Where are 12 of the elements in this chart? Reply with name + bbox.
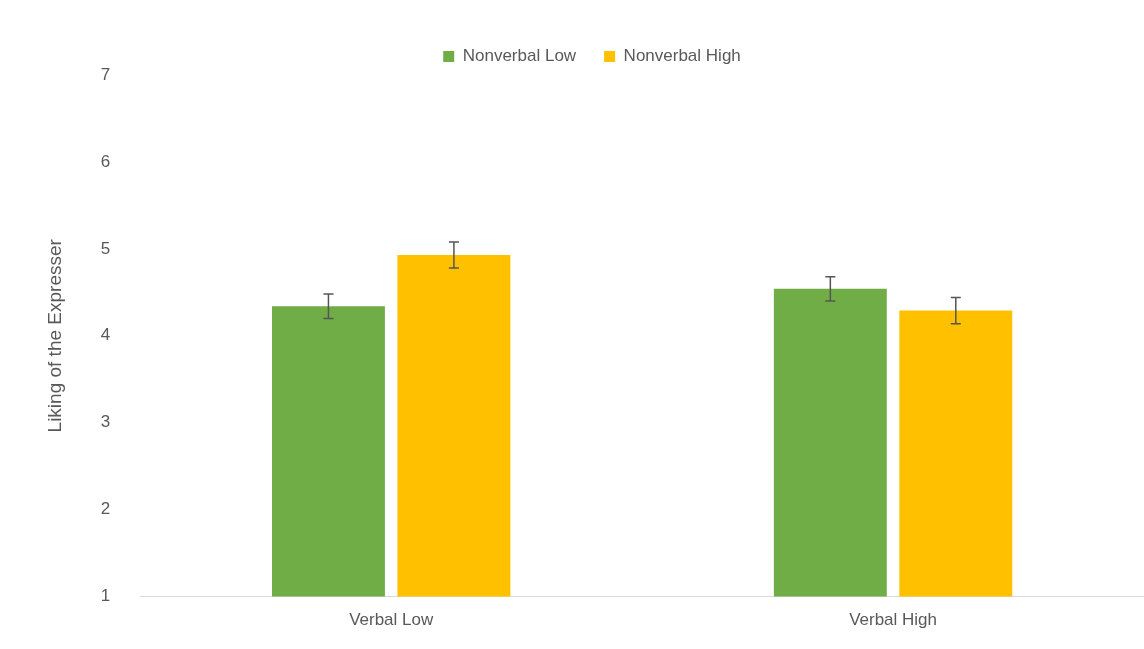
x-tick-label: Verbal High <box>849 610 938 630</box>
y-tick-label: 3 <box>100 412 111 432</box>
legend-label: Nonverbal Low <box>462 46 577 66</box>
y-tick-label: 5 <box>100 238 111 258</box>
x-tick-label: Verbal Low <box>349 610 434 630</box>
y-tick-label: 2 <box>100 499 111 519</box>
y-tick-label: 7 <box>100 64 111 84</box>
legend-label: Nonverbal High <box>623 46 741 66</box>
y-tick-label: 1 <box>100 586 111 606</box>
y-tick-label: 4 <box>100 325 111 345</box>
y-tick-label: 6 <box>100 151 111 171</box>
y-axis-title: Liking of the Expresser <box>43 238 65 433</box>
